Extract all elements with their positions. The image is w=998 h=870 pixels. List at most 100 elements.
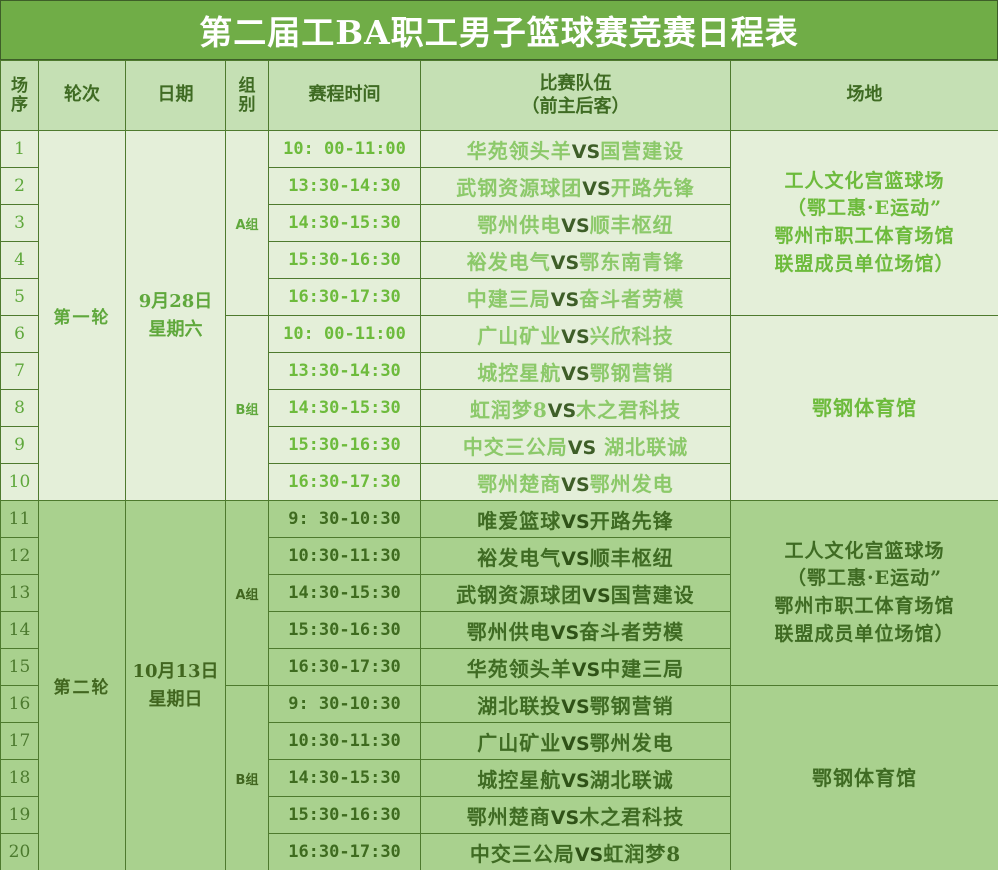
- table-row: 3 14:30-15:30 鄂州供电VS顺丰枢纽: [0, 204, 998, 242]
- cell-match-teams: 虹润梦8VS木之君科技: [420, 389, 731, 427]
- cell-match-teams: 武钢资源球团VS开路先锋: [420, 167, 731, 205]
- versus-label: VS: [561, 325, 590, 348]
- column-header-venue: 场地: [730, 60, 998, 131]
- team-home: 唯爱篮球: [477, 508, 562, 533]
- cell-match-time: 14:30-15:30: [268, 759, 421, 797]
- team-away: 鄂东南青锋: [579, 249, 685, 274]
- team-away: 顺丰枢纽: [589, 545, 674, 570]
- versus-label: VS: [547, 399, 577, 422]
- cell-match-time: 15:30-16:30: [268, 241, 421, 279]
- team-home: 广山矿业: [477, 323, 562, 348]
- column-header-date: 日期: [125, 60, 226, 131]
- cell-match-number: 4: [0, 241, 39, 279]
- cell-venue: 工人文化宫篮球场 （鄂工惠·E运动” 鄂州市职工体育场馆 联盟成员单位场馆）: [730, 500, 998, 686]
- cell-match-number: 5: [0, 278, 39, 316]
- cell-match-number: 16: [0, 685, 39, 723]
- team-away: 鄂钢营销: [589, 360, 674, 385]
- team-away: 奋斗者劳模: [579, 286, 685, 311]
- table-row: 15 16:30-17:30 华苑领头羊VS中建三局: [0, 648, 998, 686]
- team-away: 兴欣科技: [589, 323, 674, 348]
- cell-match-teams: 鄂州楚商VS鄂州发电: [420, 463, 731, 501]
- cell-match-number: 20: [0, 833, 39, 870]
- cell-round-name: 第二轮: [38, 500, 126, 870]
- team-away: 木之君科技: [576, 397, 682, 422]
- cell-match-time: 9: 30-10:30: [268, 500, 421, 538]
- cell-match-teams: 华苑领头羊VS中建三局: [420, 648, 731, 686]
- cell-match-teams: 广山矿业VS兴欣科技: [420, 315, 731, 353]
- table-row: 18 14:30-15:30 城控星航VS湖北联诚: [0, 759, 998, 797]
- cell-match-time: 14:30-15:30: [268, 389, 421, 427]
- team-away: 鄂钢营销: [589, 693, 674, 718]
- cell-round-name: 第一轮: [38, 130, 126, 501]
- column-header-group: 组别: [225, 60, 269, 131]
- versus-label: VS: [561, 362, 590, 385]
- team-home: 华苑领头羊: [466, 656, 572, 681]
- cell-round-date: 9月28日 星期六: [125, 130, 226, 501]
- versus-label: VS: [582, 177, 611, 200]
- team-away: 湖北联诚: [596, 434, 689, 459]
- team-home: 武钢资源球团: [456, 582, 583, 607]
- cell-round-date: 10月13日 星期日: [125, 500, 226, 870]
- team-home: 武钢资源球团: [456, 175, 583, 200]
- table-row: 20 16:30-17:30 中交三公局VS虹润梦8: [0, 833, 998, 870]
- table-row: 17 10:30-11:30 广山矿业VS鄂州发电: [0, 722, 998, 760]
- versus-label: VS: [582, 584, 611, 607]
- team-home: 湖北联投: [477, 693, 562, 718]
- versus-label: VS: [550, 621, 580, 644]
- cell-match-time: 14:30-15:30: [268, 204, 421, 242]
- team-home: 鄂州楚商: [477, 471, 562, 496]
- cell-match-time: 13:30-14:30: [268, 352, 421, 390]
- cell-venue: 鄂钢体育馆: [730, 315, 998, 501]
- cell-match-number: 6: [0, 315, 39, 353]
- table-row: 11 第二轮 10月13日 星期日 A组 9: 30-10:30 唯爱篮球VS开路先锋 工人文…: [0, 500, 998, 870]
- team-home: 广山矿业: [477, 730, 562, 755]
- cell-match-teams: 华苑领头羊VS国营建设: [420, 130, 731, 168]
- versus-label: VS: [561, 732, 590, 755]
- cell-match-teams: 鄂州楚商VS木之君科技: [420, 796, 731, 834]
- team-home: 中建三局: [466, 286, 551, 311]
- column-header-round: 轮次: [38, 60, 126, 131]
- cell-match-time: 13:30-14:30: [268, 167, 421, 205]
- title-banner: 第二届工BA职工男子篮球赛竞赛日程表: [0, 0, 998, 60]
- table-row: 4 15:30-16:30 裕发电气VS鄂东南青锋: [0, 241, 998, 279]
- page-title: 第二届工BA职工男子篮球赛竞赛日程表: [199, 13, 799, 52]
- versus-label: VS: [550, 806, 580, 829]
- table-row: 2 13:30-14:30 武钢资源球团VS开路先锋: [0, 167, 998, 205]
- cell-match-time: 10: 00-11:00: [268, 130, 421, 168]
- cell-group-label: B组: [225, 685, 269, 870]
- column-header-teams-line1: 比赛队伍: [539, 73, 612, 94]
- cell-match-teams: 武钢资源球团VS国营建设: [420, 574, 731, 612]
- team-away: 虹润梦8: [603, 841, 682, 866]
- table-row: 12 10:30-11:30 裕发电气VS顺丰枢纽: [0, 537, 998, 575]
- cell-match-teams: 中建三局VS奋斗者劳模: [420, 278, 731, 316]
- team-away: 鄂州发电: [589, 471, 674, 496]
- versus-label: VS: [571, 140, 601, 163]
- cell-match-time: 16:30-17:30: [268, 463, 421, 501]
- versus-label: VS: [550, 288, 580, 311]
- cell-match-number: 9: [0, 426, 39, 464]
- cell-match-teams: 中交三公局VS 湖北联诚: [420, 426, 731, 464]
- cell-match-time: 14:30-15:30: [268, 574, 421, 612]
- table-row: 1 第一轮 9月28日 星期六 A组 10: 00-11:00 华苑领头羊VS国营建设 工人文…: [0, 130, 998, 501]
- versus-label: VS: [561, 510, 590, 533]
- team-home: 鄂州供电: [466, 619, 551, 644]
- team-home: 城控星航: [477, 360, 562, 385]
- cell-match-time: 10:30-11:30: [268, 722, 421, 760]
- cell-group-label: A组: [225, 130, 269, 316]
- cell-match-teams: 裕发电气VS鄂东南青锋: [420, 241, 731, 279]
- team-home: 城控星航: [477, 767, 562, 792]
- cell-match-number: 14: [0, 611, 39, 649]
- cell-match-teams: 湖北联投VS鄂钢营销: [420, 685, 731, 723]
- column-header-no: 场序: [0, 60, 39, 131]
- versus-label: VS: [550, 251, 580, 274]
- team-home: 中交三公局: [462, 434, 568, 459]
- cell-match-time: 15:30-16:30: [268, 796, 421, 834]
- team-away: 中建三局: [600, 656, 685, 681]
- table-row: 5 16:30-17:30 中建三局VS奋斗者劳模: [0, 278, 998, 316]
- team-away: 顺丰枢纽: [589, 212, 674, 237]
- cell-match-teams: 城控星航VS鄂钢营销: [420, 352, 731, 390]
- cell-match-number: 10: [0, 463, 39, 501]
- cell-match-teams: 鄂州供电VS顺丰枢纽: [420, 204, 731, 242]
- team-away: 国营建设: [600, 138, 685, 163]
